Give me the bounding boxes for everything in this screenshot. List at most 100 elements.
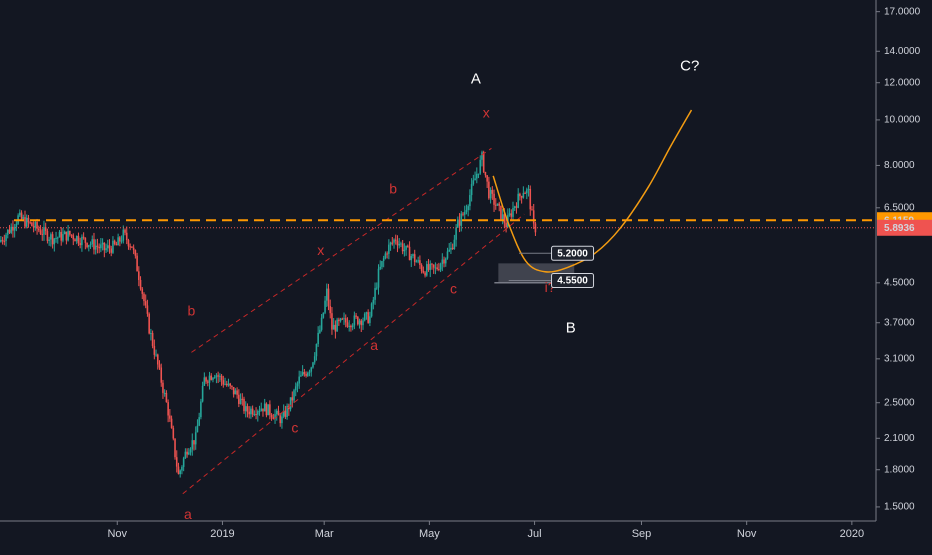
candle-body — [272, 417, 275, 419]
candle-body — [224, 383, 226, 385]
candle-body — [58, 231, 61, 238]
candle-body — [227, 383, 230, 386]
candle-body — [422, 270, 425, 273]
candle-body — [56, 237, 59, 239]
candle-body — [234, 390, 237, 395]
candle-body — [24, 217, 26, 227]
candle-body — [103, 242, 106, 251]
candle-body — [267, 404, 269, 416]
y-tick-label: 10.0000 — [884, 115, 921, 126]
wave-label-b: b — [188, 303, 196, 319]
candle-body — [129, 246, 131, 248]
candle-body — [112, 240, 114, 253]
candle-body — [394, 239, 397, 241]
candle-body — [239, 398, 242, 404]
candle-body — [156, 354, 159, 365]
candle-body — [270, 414, 273, 418]
candle-body — [339, 318, 342, 322]
candle-body — [346, 322, 349, 327]
candle-body — [98, 246, 100, 249]
candle-body — [350, 325, 352, 328]
candle-body — [48, 239, 50, 241]
candle-body — [138, 271, 140, 280]
wave-label-iq: i? — [545, 279, 556, 295]
candle-body — [75, 235, 78, 242]
candle-body — [425, 264, 428, 276]
candle-body — [384, 253, 387, 259]
candle-body — [455, 227, 457, 240]
candle-body — [522, 192, 525, 198]
candle-body — [377, 268, 380, 288]
candle-body — [89, 244, 92, 246]
candle-body — [417, 260, 419, 262]
candle-body — [174, 438, 176, 458]
candle-body — [481, 152, 483, 160]
candle-body — [508, 213, 511, 216]
wave-label-a: a — [184, 506, 192, 522]
candle-body — [158, 364, 161, 368]
candle-body — [258, 410, 261, 412]
candle-body — [293, 390, 295, 401]
candle-body — [170, 418, 173, 429]
candle-body — [146, 305, 149, 314]
candle-body — [493, 193, 495, 205]
candle-body — [32, 226, 35, 228]
candle-body — [53, 238, 56, 245]
candle-body — [70, 234, 73, 236]
candle-body — [529, 188, 532, 210]
target-tag-box — [551, 245, 595, 261]
candle-body — [194, 432, 197, 445]
price-tag-box — [877, 219, 932, 236]
candle-body — [398, 243, 401, 246]
candle-body — [419, 260, 421, 265]
candle-body — [281, 416, 283, 424]
y-tick-label: 2.5000 — [884, 397, 915, 408]
candle-body — [231, 385, 233, 387]
candle-body — [105, 248, 107, 251]
y-tick-label: 3.7000 — [884, 317, 915, 328]
candle-body — [37, 228, 40, 231]
candle-body — [524, 192, 526, 194]
candle-body — [496, 203, 499, 206]
candle-body — [279, 415, 282, 424]
candle-body — [10, 226, 13, 233]
projection-curve — [492, 109, 693, 273]
candle-body — [265, 403, 268, 416]
candle-body — [393, 239, 395, 243]
candle-body — [310, 367, 313, 372]
candle-body — [286, 405, 288, 417]
candle-body — [196, 425, 199, 433]
candle-body — [25, 217, 28, 227]
candle-body — [298, 376, 300, 384]
candle-body — [93, 239, 95, 250]
candle-body — [351, 325, 354, 328]
candle-body — [277, 410, 280, 416]
candle-body — [412, 254, 414, 257]
candle-body — [370, 303, 373, 317]
candle-body — [362, 320, 364, 326]
candle-body — [186, 451, 188, 455]
candle-body — [232, 386, 235, 395]
candle-body — [39, 230, 42, 234]
candle-body — [358, 320, 361, 325]
candle-body — [29, 222, 31, 224]
wave-label-Cq: C? — [680, 57, 699, 74]
candle-body — [127, 240, 130, 247]
candle-body — [82, 236, 85, 238]
y-tick-label: 3.1000 — [884, 353, 915, 364]
candle-body — [255, 414, 257, 416]
candle-body — [169, 415, 171, 419]
candle-body — [189, 449, 192, 453]
candle-body — [155, 354, 157, 356]
candle-body — [122, 229, 125, 241]
candle-body — [375, 287, 378, 289]
candle-body — [69, 230, 71, 235]
candle-body — [462, 213, 464, 215]
y-tick-label: 1.5000 — [884, 502, 915, 513]
candle-body — [291, 397, 294, 401]
candle-body — [382, 258, 385, 262]
candle-body — [465, 210, 468, 212]
